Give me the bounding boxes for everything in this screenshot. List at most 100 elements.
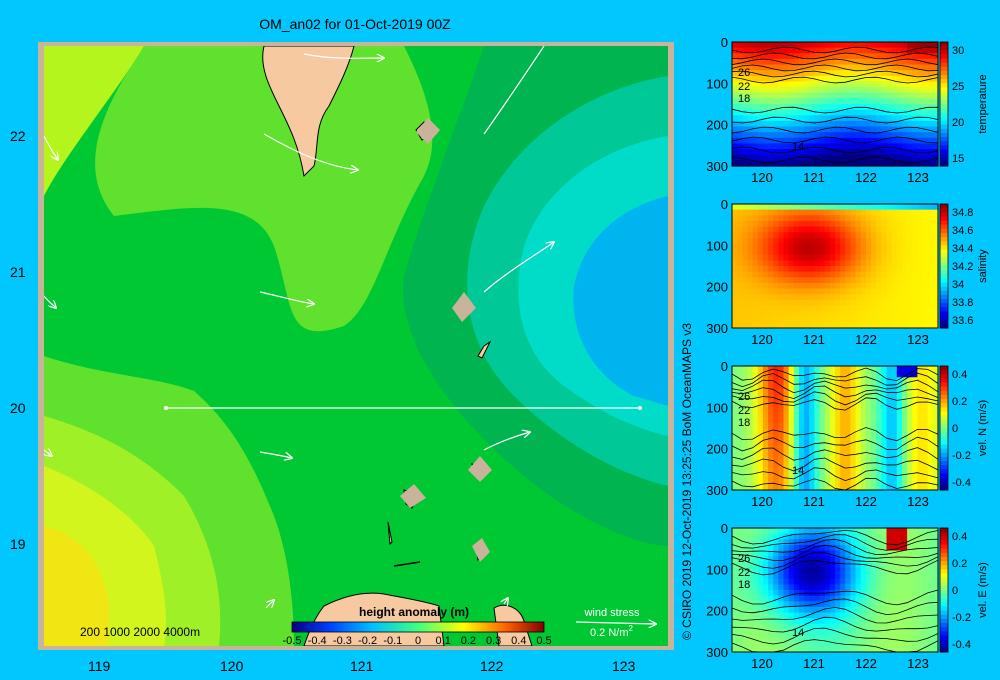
section-cell xyxy=(762,104,769,111)
section-cell xyxy=(732,450,738,457)
section-cell xyxy=(927,444,934,452)
section-cell xyxy=(747,254,754,261)
section-cell xyxy=(809,260,815,267)
section-cell xyxy=(871,371,877,378)
section-cell xyxy=(829,623,836,631)
section-cell xyxy=(922,282,929,290)
section-cell xyxy=(917,618,924,625)
section-cell xyxy=(783,288,790,295)
section-cell xyxy=(742,601,749,608)
section-cell xyxy=(865,411,872,418)
section-cell xyxy=(752,277,759,284)
section-cell xyxy=(798,243,805,250)
section-cell xyxy=(747,439,754,446)
section-cell xyxy=(917,220,924,228)
section-cell xyxy=(757,422,764,429)
section-cell xyxy=(742,595,749,602)
section-cell xyxy=(798,371,805,378)
section-cell xyxy=(757,416,764,423)
section-cell xyxy=(768,388,774,395)
section-cell xyxy=(762,450,769,457)
section-cell xyxy=(896,416,903,423)
section-cell xyxy=(798,154,805,161)
section-cell xyxy=(907,456,913,463)
section-cell xyxy=(855,461,862,469)
section-cell xyxy=(819,456,826,463)
section-cell xyxy=(922,456,929,463)
section-cell xyxy=(922,467,929,474)
section-cell xyxy=(865,544,872,552)
section-cell xyxy=(865,282,872,290)
section-cell xyxy=(855,366,862,373)
section-cell xyxy=(737,606,743,614)
section-cell xyxy=(747,42,754,49)
section-cell xyxy=(886,444,893,452)
section-cell xyxy=(907,288,913,295)
section-cell xyxy=(896,243,903,250)
section-cell xyxy=(871,81,877,88)
section-cell xyxy=(845,288,852,295)
section-cell xyxy=(865,394,872,401)
section-cell xyxy=(814,282,821,290)
section-cell xyxy=(757,299,764,307)
section-cell xyxy=(917,75,924,83)
section-cell xyxy=(845,467,852,474)
section-cell xyxy=(798,266,805,273)
section-cell xyxy=(840,456,846,463)
section-cell xyxy=(757,411,764,418)
isotherm-line xyxy=(731,126,939,134)
section-cell xyxy=(804,109,810,116)
section-cell xyxy=(757,539,764,546)
section-cell xyxy=(927,556,934,563)
section-cell xyxy=(819,322,826,329)
section-cell xyxy=(850,249,857,256)
section-cell xyxy=(732,249,738,256)
section-cell xyxy=(742,606,749,614)
section-cell xyxy=(927,590,934,597)
section-cell xyxy=(917,422,924,429)
section-cell xyxy=(917,606,924,614)
section-cell xyxy=(762,612,769,619)
section-cell xyxy=(871,126,877,133)
section-cell xyxy=(922,428,929,435)
section-cell xyxy=(845,266,852,273)
section-cell xyxy=(855,578,862,585)
section-cell xyxy=(773,143,779,150)
section-cell xyxy=(901,64,908,71)
section-cell xyxy=(876,528,882,535)
section-cell xyxy=(917,467,924,474)
section-cell xyxy=(814,322,821,329)
section-cell xyxy=(814,561,821,569)
section-cell xyxy=(917,215,924,222)
section-cell xyxy=(752,215,759,222)
section-cell xyxy=(824,260,831,267)
section-cell xyxy=(860,64,867,71)
section-cell xyxy=(860,590,867,597)
section-cell xyxy=(778,366,785,373)
section-cell xyxy=(804,484,810,491)
section-cell xyxy=(809,143,815,150)
section-cell xyxy=(922,590,929,597)
section-cell xyxy=(793,109,800,116)
section-cell xyxy=(788,109,795,116)
section-cell xyxy=(747,377,754,384)
section-cell xyxy=(860,237,867,245)
section-cell xyxy=(845,635,852,642)
colorbar-cell xyxy=(940,245,948,250)
section-cell xyxy=(798,87,805,94)
section-cell xyxy=(901,461,908,469)
section-cell xyxy=(752,311,759,318)
section-cell xyxy=(901,601,908,608)
section-cell xyxy=(768,104,774,111)
section-cell xyxy=(835,209,841,216)
section-cell xyxy=(757,226,764,233)
section-cell xyxy=(747,209,754,216)
section-cell xyxy=(855,405,862,412)
section-cell xyxy=(788,42,795,49)
section-cell xyxy=(912,433,918,440)
colorbar-cell xyxy=(940,120,948,126)
section-cell xyxy=(886,528,893,535)
section-cell xyxy=(762,160,769,167)
section-cell xyxy=(927,299,934,307)
section-cell xyxy=(824,428,831,435)
